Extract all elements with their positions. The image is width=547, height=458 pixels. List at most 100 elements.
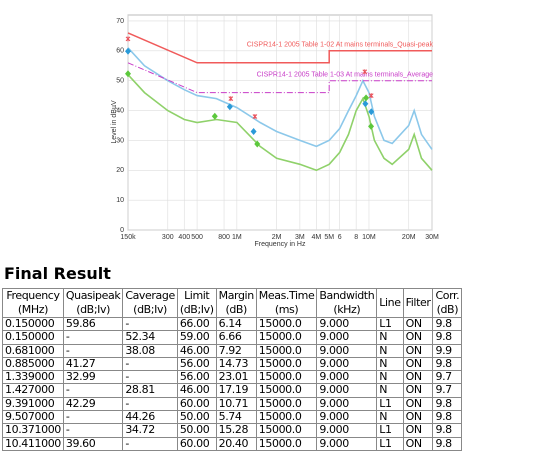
data-cell: 7.92: [215, 343, 257, 358]
y-tick-label: 60: [116, 48, 124, 55]
data-cell: N: [376, 383, 404, 398]
data-row: 1.427000-28.81 46.00 17.19 15000.0 9.000 N ON 9…: [2, 383, 463, 398]
x-tick-label: 20M: [402, 234, 416, 241]
data-cell: 23.01: [215, 370, 257, 385]
data-row: 10.411000 39.60-60.00 20.40 15000.0 9.000 L1 O…: [2, 436, 463, 451]
data-cell: 9.8: [432, 316, 463, 332]
data-cell: N: [376, 356, 404, 372]
data-cell: 20.40: [215, 436, 257, 451]
data-cell: 32.99: [62, 370, 124, 385]
header-text: Corr.: [435, 289, 460, 302]
data-cell: 15000.0: [255, 316, 318, 332]
data-cell: 9.000: [316, 436, 378, 451]
data-cell: N: [376, 410, 404, 425]
data-row: 0.150000-52.34 59.00 6.66 15000.0 9.000 N ON 9.…: [2, 330, 463, 345]
data-cell: 15000.0: [255, 410, 318, 425]
header-row: Frequency (MHz) Quasipeak (dB;Iv) Caverage (d…: [2, 288, 463, 318]
data-cell: 10.411000: [2, 436, 64, 451]
x-tick-label: 8: [354, 234, 358, 241]
data-cell: 28.81: [122, 383, 178, 398]
result-marker: [226, 103, 233, 111]
data-cell: N: [376, 343, 404, 358]
result-marker: [125, 70, 131, 78]
header-text: Quasipeak: [65, 289, 121, 302]
data-cell: 17.19: [215, 383, 257, 398]
data-cell: 6.66: [215, 330, 257, 345]
peak-marker: [125, 36, 131, 42]
result-marker: [368, 108, 375, 116]
data-cell: 9.000: [316, 343, 378, 358]
data-cell: 46.00: [176, 383, 217, 398]
data-cell: -: [122, 356, 178, 372]
data-cell: ON: [402, 423, 434, 438]
data-cell: 0.150000: [2, 316, 64, 332]
limit-line: [127, 32, 432, 64]
header-cell: Line: [376, 288, 404, 318]
data-cell: 50.00: [176, 410, 217, 425]
data-cell: 15000.0: [255, 356, 318, 372]
header-cell: Caverage (dB;Iv): [122, 288, 178, 318]
data-cell: 9.9: [432, 343, 463, 358]
data-cell: ON: [402, 410, 434, 425]
data-row: 0.681000-38.08 46.00 7.92 15000.0 9.000 N ON 9.…: [2, 343, 463, 358]
data-row: 1.339000 32.99-56.00 23.01 15000.0 9.000 N ON 9…: [2, 370, 463, 385]
data-cell: 66.00: [176, 316, 217, 332]
data-cell: L1: [376, 396, 404, 412]
data-cell: 15000.0: [255, 423, 318, 438]
x-tick-label: 400: [178, 234, 190, 241]
header-cell: Bandwidth (kHz): [316, 288, 378, 318]
data-cell: 41.27: [62, 356, 124, 372]
x-tick-label: 6: [338, 234, 342, 241]
data-cell: 9.000: [316, 383, 378, 398]
data-cell: ON: [402, 316, 434, 332]
x-tick-label: 150k: [120, 234, 136, 241]
header-text: Frequency: [6, 289, 60, 302]
result-marker: [368, 122, 375, 130]
data-cell: 10.371000: [2, 423, 64, 438]
data-cell: 60.00: [176, 436, 217, 451]
header-text: Meas.Time: [258, 289, 315, 302]
data-cell: 9.000: [316, 330, 378, 345]
data-cell: 15000.0: [255, 396, 318, 412]
header-cell: Quasipeak (dB;Iv): [62, 288, 124, 318]
x-tick-label: 300: [162, 234, 174, 241]
data-cell: 1.339000: [2, 370, 64, 385]
data-cell: 59.86: [62, 316, 124, 332]
data-cell: -: [122, 316, 178, 332]
header-text: Filter: [405, 296, 431, 309]
y-tick-label: 10: [116, 197, 124, 204]
data-cell: 1.427000: [2, 383, 64, 398]
spectrum-line: [127, 74, 433, 172]
header-text: (kHz): [333, 303, 361, 316]
data-cell: 0.150000: [2, 330, 64, 345]
result-marker: [125, 47, 131, 55]
x-tick-label: 3M: [295, 234, 305, 241]
data-cell: 15000.0: [255, 370, 318, 385]
y-tick-label: 0: [120, 227, 124, 234]
header-text: (dB;Iv): [133, 303, 167, 316]
peak-marker: [368, 93, 374, 99]
data-cell: 9.8: [432, 396, 463, 412]
header-text: (dB;Iv): [179, 303, 214, 316]
x-tick-label: 800: [218, 234, 230, 241]
data-cell: ON: [402, 356, 434, 372]
data-cell: 15000.0: [255, 383, 318, 398]
header-cell: Margin (dB): [215, 288, 257, 318]
header-cell: Corr. (dB): [432, 288, 463, 318]
header-text: Limit: [184, 289, 210, 302]
data-cell: 50.00: [176, 423, 217, 438]
x-tick-label: 2M: [272, 234, 282, 241]
data-cell: N: [376, 330, 404, 345]
header-cell: Filter: [402, 288, 434, 318]
result-table: Frequency (MHz) Quasipeak (dB;Iv) Caverage (d…: [2, 288, 463, 451]
data-row: 9.507000-44.26 50.00 5.74 15000.0 9.000 N ON 9.…: [2, 410, 463, 425]
header-text: Bandwidth: [319, 289, 375, 302]
chart: Frequency in Hz Level in dBµV 0 10 20 30 40 5…: [111, 14, 439, 248]
header-text: Caverage: [125, 289, 175, 302]
header-text: Line: [379, 296, 401, 309]
data-cell: 39.60: [62, 436, 124, 451]
data-cell: 46.00: [176, 343, 217, 358]
result-marker: [254, 140, 261, 148]
x-tick-label: 5M: [324, 234, 334, 241]
data-cell: 10.71: [215, 396, 257, 412]
